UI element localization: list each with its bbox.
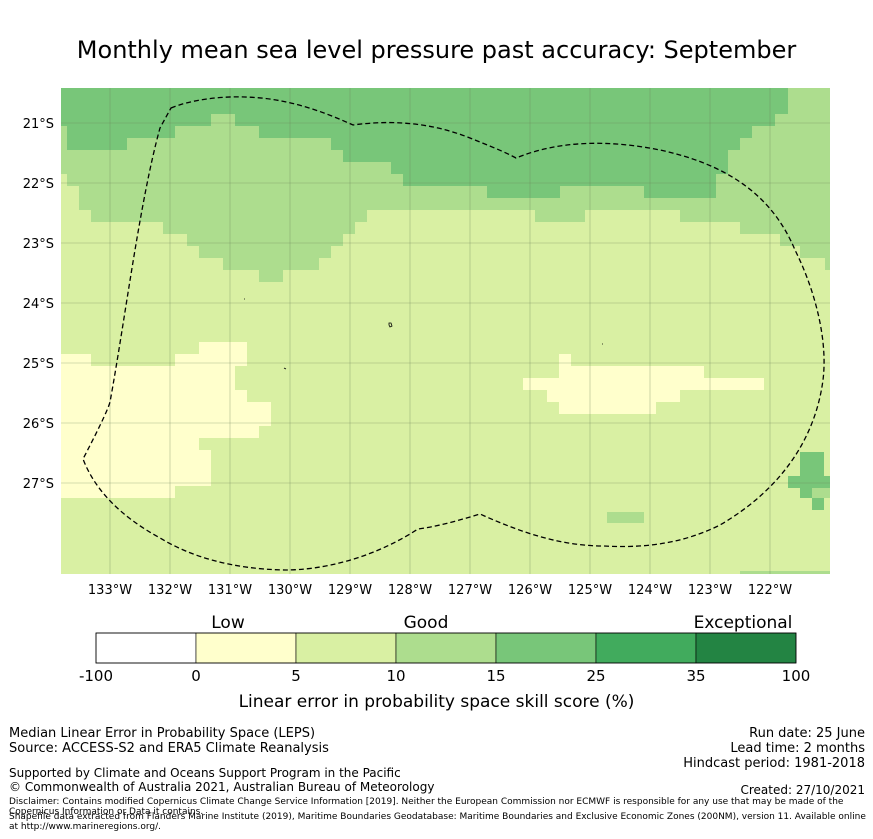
support-credit: Supported by Climate and Oceans Support … — [9, 766, 401, 780]
lon-tick-label: 127°W — [448, 583, 492, 598]
colorbar-tick: 15 — [486, 667, 506, 685]
colorbar-category-good: Good — [403, 613, 449, 633]
colorbar-bin — [495, 632, 597, 664]
lon-tick-label: 123°W — [688, 583, 732, 598]
lon-tick-label: 132°W — [148, 583, 192, 598]
footer-right: Run date: 25 June Lead time: 2 months Hi… — [683, 726, 865, 771]
colorbar-tick: 35 — [686, 667, 706, 685]
lon-tick-label: 133°W — [88, 583, 132, 598]
lat-tick-label: 25°S — [23, 357, 54, 372]
lead-time: Lead time: 2 months — [730, 741, 865, 756]
lat-tick-label: 23°S — [23, 237, 54, 252]
lat-tick-label: 26°S — [23, 417, 54, 432]
colorbar-tick: 10 — [386, 667, 406, 685]
eez-boundary — [82, 96, 825, 571]
lon-tick-label: 125°W — [568, 583, 612, 598]
colorbar-frame — [95, 632, 797, 664]
copyright: © Commonwealth of Australia 2021, Austra… — [9, 780, 435, 794]
colorbar-tick: 5 — [291, 667, 301, 685]
lon-tick-label: 130°W — [268, 583, 312, 598]
map-region-15-25-s — [607, 512, 644, 523]
run-date: Run date: 25 June — [749, 726, 865, 741]
leps-description: Median Linear Error in Probability Space… — [9, 726, 316, 741]
colorbar-tick: -100 — [78, 667, 114, 685]
colorbar — [95, 632, 797, 664]
footer-credits: Supported by Climate and Oceans Support … — [9, 766, 434, 794]
lat-tick-label: 27°S — [23, 477, 54, 492]
lat-tick-label: 24°S — [23, 297, 54, 312]
lon-tick-label: 129°W — [328, 583, 372, 598]
lat-tick-label: 22°S — [23, 177, 54, 192]
colorbar-bin — [95, 632, 197, 664]
map-region-15-25 — [61, 88, 788, 198]
map-gridlines — [61, 88, 830, 574]
colorbar-bin — [195, 632, 297, 664]
colorbar-tick: 0 — [191, 667, 201, 685]
longitude-labels: 133°W 132°W 131°W 130°W 129°W 128°W 127°W 126°W… — [88, 583, 792, 598]
hindcast-period: Hindcast period: 1981-2018 — [683, 756, 865, 771]
colorbar-bin — [595, 632, 697, 664]
colorbar-bin — [295, 632, 397, 664]
colorbar-tick: 100 — [781, 667, 811, 685]
lon-tick-label: 122°W — [748, 583, 792, 598]
colorbar-category-exceptional: Exceptional — [693, 613, 793, 633]
islands — [244, 298, 603, 370]
data-source: Source: ACCESS-S2 and ERA5 Climate Reana… — [9, 741, 329, 756]
map-field — [61, 88, 830, 574]
footer-left: Median Linear Error in Probability Space… — [9, 726, 329, 756]
disclaimer: Disclaimer: Contains modified Copernicus… — [9, 797, 844, 817]
lon-tick-label: 131°W — [208, 583, 252, 598]
shapefile-credit: Shapefile data extracted from Flanders M… — [9, 812, 866, 832]
lon-tick-label: 124°W — [628, 583, 672, 598]
lon-tick-label: 126°W — [508, 583, 552, 598]
island-marker — [283, 367, 287, 370]
colorbar-category-low: Low — [211, 613, 245, 633]
map-region-10-15-se — [812, 488, 830, 498]
chart-title: Monthly mean sea level pressure past acc… — [76, 36, 797, 64]
latitude-labels: 21°S 22°S 23°S 24°S 25°S 26°S 27°S — [23, 117, 54, 492]
map-region-10-15-sb — [740, 571, 830, 574]
map-region-0-5-east — [523, 354, 764, 414]
colorbar-bin — [395, 632, 497, 664]
lat-tick-label: 21°S — [23, 117, 54, 132]
created-date: Created: 27/10/2021 — [740, 783, 865, 797]
colorbar-label: Linear error in probability space skill … — [238, 692, 635, 712]
colorbar-bin — [695, 632, 797, 664]
island-marker — [388, 322, 393, 328]
lon-tick-label: 128°W — [388, 583, 432, 598]
colorbar-tick: 25 — [586, 667, 606, 685]
